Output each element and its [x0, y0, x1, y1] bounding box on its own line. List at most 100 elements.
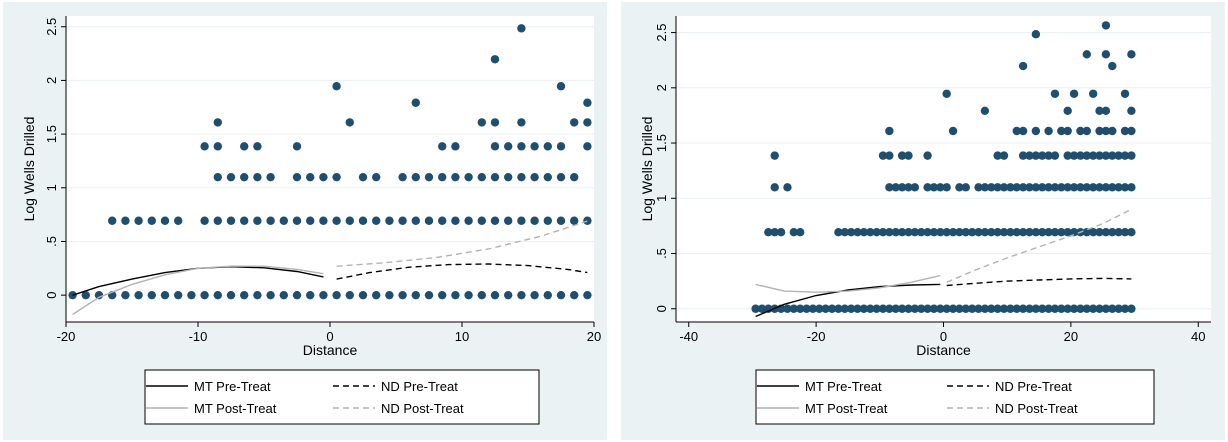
data-point — [253, 142, 262, 151]
data-point — [1114, 304, 1123, 313]
data-point — [464, 172, 473, 182]
data-point — [1025, 227, 1034, 237]
y-tick-label: 2.5 — [44, 18, 59, 36]
data-point — [451, 142, 460, 151]
data-point — [319, 290, 328, 300]
data-point — [160, 290, 170, 300]
data-point — [885, 227, 894, 237]
data-point — [1127, 151, 1136, 160]
y-tick-label: 1 — [654, 195, 669, 202]
y-axis-title: Log Wells Drilled — [21, 117, 37, 222]
chart-panel-right: 0 .5 1 1.5 2 2.5 -40 -20 0 20 40 Distance Log Wells … — [621, 2, 1225, 440]
data-point — [1095, 304, 1104, 313]
data-point — [266, 216, 275, 225]
data-point — [332, 82, 341, 91]
data-point — [1127, 126, 1136, 136]
data-point — [751, 304, 760, 313]
data-point — [808, 304, 818, 313]
data-point — [477, 118, 486, 127]
data-point — [477, 290, 486, 300]
data-point — [504, 172, 513, 182]
data-point — [121, 216, 130, 225]
data-point — [1063, 126, 1072, 136]
data-point — [999, 304, 1009, 313]
data-point — [955, 227, 964, 237]
data-point — [1038, 227, 1047, 237]
data-point — [910, 304, 920, 313]
data-point — [543, 216, 552, 225]
data-point — [1127, 304, 1136, 313]
data-point — [1076, 151, 1085, 160]
plot-area — [66, 16, 594, 322]
data-point — [885, 183, 894, 192]
data-point — [134, 216, 143, 225]
data-point — [789, 227, 799, 237]
data-point — [1120, 304, 1130, 313]
data-point — [1018, 183, 1028, 192]
data-point — [464, 216, 473, 225]
legend-label: MT Pre-Treat — [805, 379, 882, 394]
data-point — [885, 304, 894, 313]
data-point — [240, 216, 249, 225]
legend-label: ND Pre-Treat — [381, 379, 458, 394]
data-point — [556, 172, 566, 182]
data-point — [840, 227, 849, 237]
data-point — [477, 172, 486, 182]
data-point — [936, 304, 945, 313]
data-point — [226, 290, 236, 300]
data-point — [1108, 126, 1117, 136]
x-tick-label: 10 — [455, 329, 469, 344]
data-point — [345, 118, 354, 127]
y-tick-label: 0 — [44, 292, 59, 299]
data-point — [1069, 304, 1079, 313]
data-point — [936, 227, 945, 237]
data-point — [504, 142, 513, 151]
y-tick-label: 2 — [44, 77, 59, 84]
data-point — [556, 290, 566, 300]
series-line-nd-pre-treat — [946, 277, 1132, 287]
data-point — [517, 216, 526, 225]
data-point — [1012, 304, 1021, 313]
y-tick-label: 1.5 — [44, 125, 59, 143]
x-tick-label: -20 — [807, 329, 826, 344]
data-point — [834, 227, 843, 237]
data-point — [1031, 183, 1041, 192]
data-point — [1088, 151, 1098, 160]
data-point — [1082, 183, 1092, 192]
data-point — [490, 216, 500, 225]
data-point — [878, 151, 888, 160]
data-point — [1012, 227, 1021, 237]
data-point — [306, 290, 315, 300]
data-point — [891, 304, 900, 313]
data-point — [1088, 304, 1098, 313]
data-point — [904, 183, 913, 192]
data-point — [802, 304, 811, 313]
data-point — [1057, 227, 1066, 237]
data-point — [213, 118, 222, 127]
data-point — [993, 183, 1002, 192]
data-point — [530, 172, 539, 182]
data-point — [1114, 151, 1123, 160]
data-point — [1044, 227, 1053, 237]
data-point — [999, 183, 1009, 192]
data-point — [332, 290, 341, 300]
data-point — [910, 227, 920, 237]
data-point — [1088, 183, 1098, 192]
data-point — [948, 227, 958, 237]
data-point — [923, 151, 932, 160]
data-point — [897, 227, 907, 237]
data-point — [398, 172, 407, 182]
data-point — [226, 172, 236, 182]
data-point — [980, 106, 990, 115]
data-point — [1095, 227, 1104, 237]
data-point — [490, 172, 500, 182]
data-point — [358, 290, 368, 300]
data-point — [1063, 183, 1072, 192]
data-point — [424, 172, 434, 182]
data-point — [961, 304, 970, 313]
data-point — [372, 172, 381, 182]
data-point — [980, 227, 990, 237]
y-tick-label: 2 — [654, 84, 669, 91]
data-point — [770, 227, 779, 237]
data-point — [332, 172, 341, 182]
